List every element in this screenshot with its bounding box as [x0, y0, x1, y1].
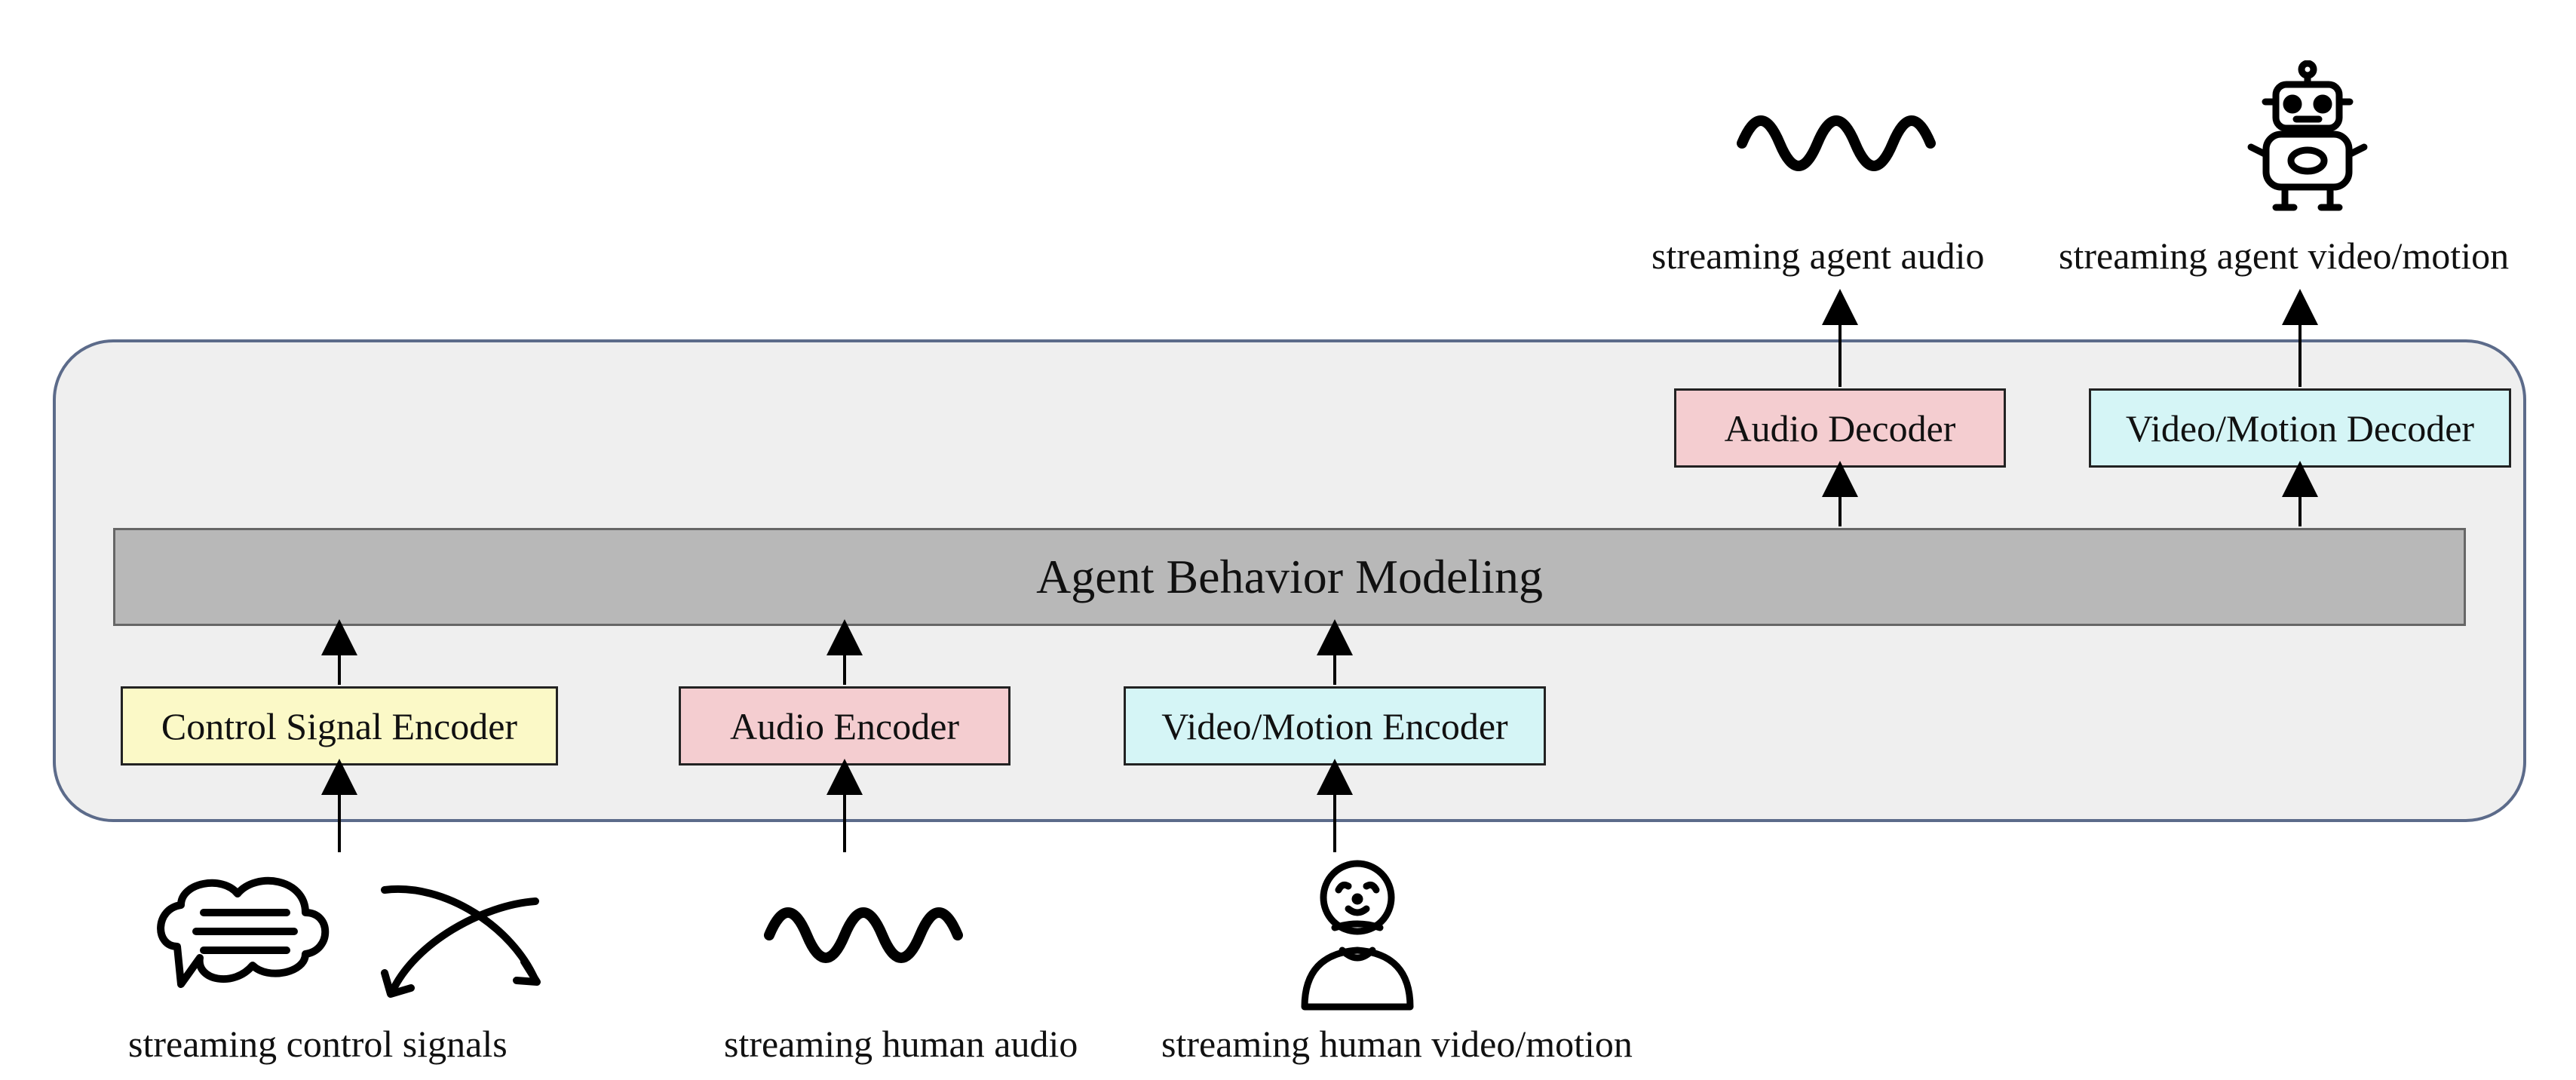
output-audio-label: streaming agent audio — [1651, 234, 1985, 278]
encoder-control-label: Control Signal Encoder — [161, 704, 517, 748]
decoder-video: Video/Motion Decoder — [2089, 388, 2511, 468]
input-video-label: streaming human video/motion — [1161, 1022, 1633, 1066]
output-video-label: streaming agent video/motion — [2059, 234, 2509, 278]
robot-icon — [2232, 60, 2383, 219]
waveform-icon — [762, 882, 973, 988]
encoder-audio-label: Audio Encoder — [730, 704, 959, 748]
center-band-label: Agent Behavior Modeling — [1036, 549, 1543, 605]
input-control-label: streaming control signals — [128, 1022, 508, 1066]
decoder-video-label: Video/Motion Decoder — [2126, 407, 2474, 450]
decoder-audio: Audio Decoder — [1674, 388, 2006, 468]
decoder-audio-label: Audio Decoder — [1725, 407, 1956, 450]
speech-arrows-icon — [143, 860, 566, 1011]
encoder-control: Control Signal Encoder — [121, 686, 558, 766]
waveform-output-icon — [1734, 91, 1946, 196]
encoder-audio: Audio Encoder — [679, 686, 1010, 766]
encoder-video-label: Video/Motion Encoder — [1161, 704, 1507, 748]
encoder-video: Video/Motion Encoder — [1124, 686, 1546, 766]
human-icon — [1282, 852, 1433, 1011]
center-band: Agent Behavior Modeling — [113, 528, 2466, 626]
input-audio-label: streaming human audio — [724, 1022, 1078, 1066]
